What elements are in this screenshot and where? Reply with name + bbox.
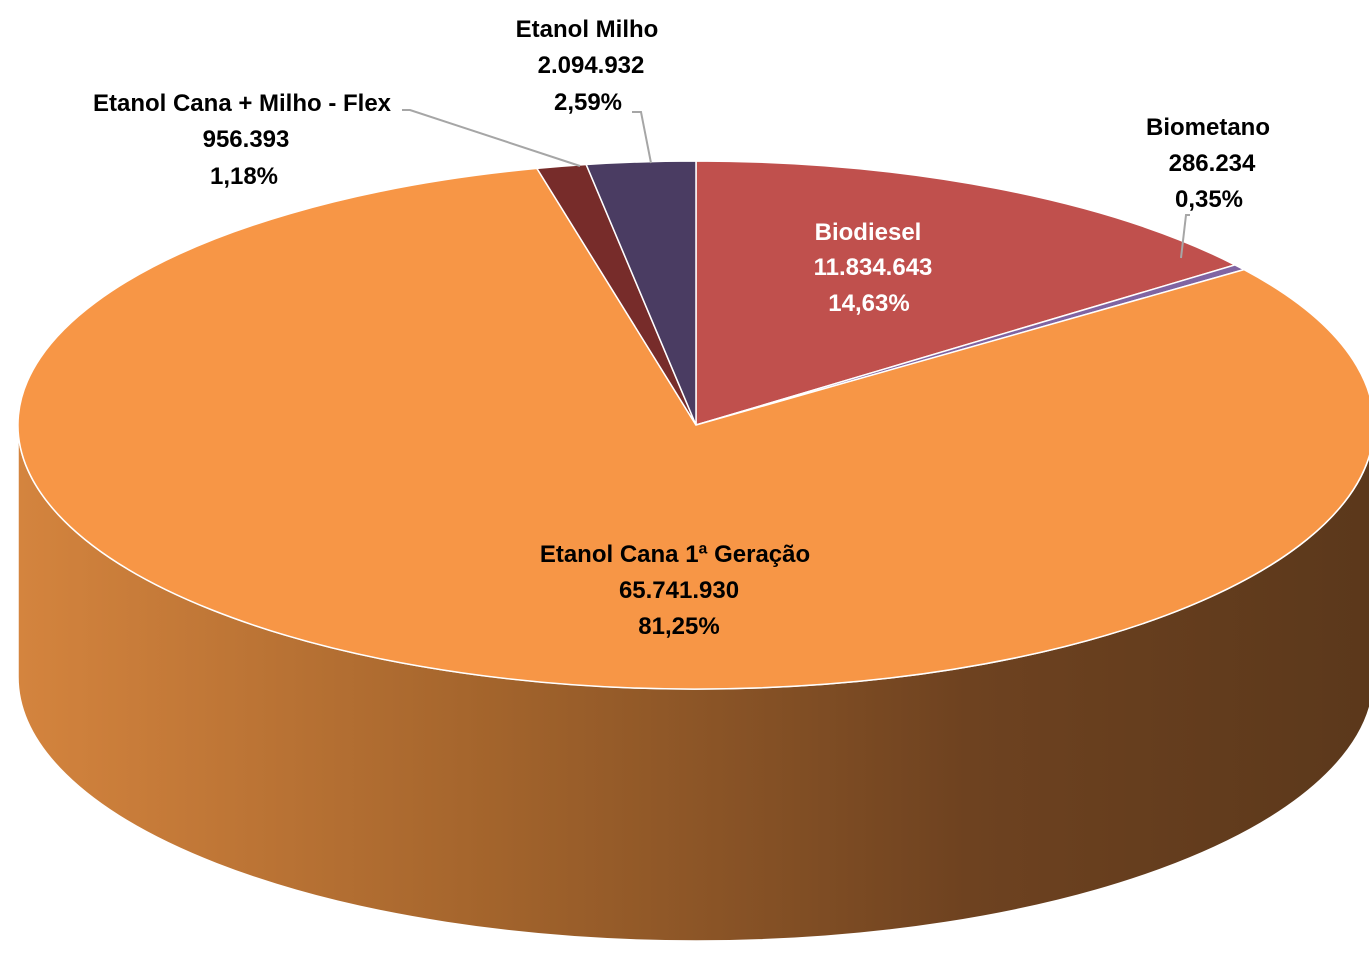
leader-line-milho [632,111,652,164]
label-biometano-value: 286.234 [1169,150,1256,177]
label-etanol-cana-value: 65.741.930 [619,577,739,604]
label-biodiesel-value: 11.834.643 [814,254,933,281]
label-biometano: Biometano 286.234 0,35% [1146,114,1270,213]
leader-line-flex [402,109,581,167]
label-etanol-flex-value: 956.393 [203,126,290,153]
label-biometano-percent: 0,35% [1175,186,1243,213]
leader-line-biometano [1180,214,1190,259]
pie-slice-biodiesel [695,160,1238,427]
label-etanol-flex-percent: 1,18% [210,163,278,190]
label-etanol-milho: Etanol Milho 2.094.932 2,59% [516,16,659,116]
label-etanol-cana-percent: 81,25% [638,613,719,640]
label-etanol-cana-name: Etanol Cana 1ª Geração [540,541,810,568]
label-etanol-flex-name: Etanol Cana + Milho - Flex [93,90,392,117]
label-biometano-name: Biometano [1146,114,1270,141]
pie-slice-etanol-milho [585,160,697,426]
label-etanol-milho-percent: 2,59% [554,89,622,116]
label-etanol-flex: Etanol Cana + Milho - Flex 956.393 1,18% [93,90,392,190]
label-biodiesel-name: Biodiesel [815,219,922,246]
label-etanol-cana: Etanol Cana 1ª Geração 65.741.930 81,25% [540,541,810,640]
pie-slice-etanol-cana-1-gera-o [17,167,1369,690]
label-biodiesel: Biodiesel 11.834.643 14,63% [814,219,933,317]
label-biodiesel-percent: 14,63% [828,290,909,317]
label-etanol-milho-value: 2.094.932 [538,52,645,79]
label-etanol-milho-name: Etanol Milho [516,16,659,43]
